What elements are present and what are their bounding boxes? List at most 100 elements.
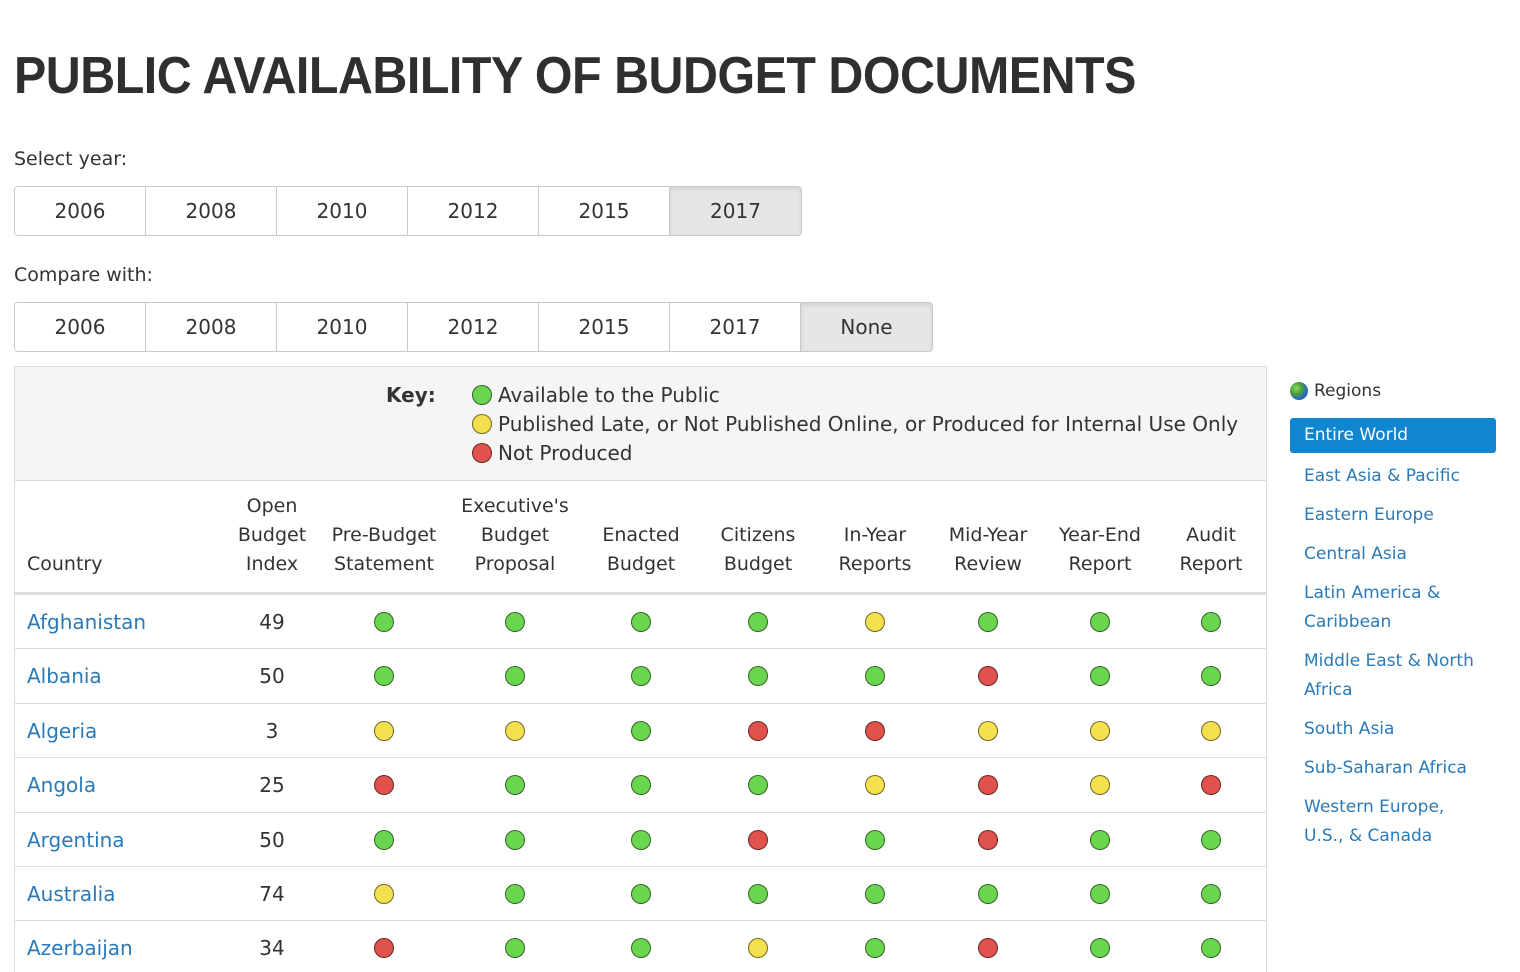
status-dot-red-icon <box>978 775 998 796</box>
page-title: PUBLIC AVAILABILITY OF BUDGET DOCUMENTS <box>14 47 1136 105</box>
status-cell <box>1191 867 1231 921</box>
country-link[interactable]: Angola <box>27 773 97 798</box>
key-label: Key: <box>386 383 436 407</box>
table-row: Algeria 3 <box>15 704 1266 759</box>
status-dot-yellow-icon <box>865 775 885 796</box>
compare-option-2008[interactable]: 2008 <box>146 303 277 351</box>
status-cell <box>364 921 404 972</box>
table-row: Azerbaijan 34 <box>15 921 1266 972</box>
year-option-2010[interactable]: 2010 <box>277 187 408 235</box>
status-cell <box>1080 867 1120 921</box>
status-dot-green-icon <box>748 775 768 796</box>
status-cell <box>621 867 661 921</box>
region-item-entire-world[interactable]: Entire World <box>1290 418 1496 453</box>
open-budget-index-value: 74 <box>259 881 285 906</box>
region-item-latin-america-caribbean[interactable]: Latin America & Caribbean <box>1304 583 1441 632</box>
key-item-label: Available to the Public <box>498 383 720 407</box>
status-cell <box>495 758 535 812</box>
status-cell <box>364 758 404 812</box>
column-header-7: Mid-Year Review <box>948 524 1028 575</box>
status-dot-yellow-icon <box>1090 720 1110 741</box>
region-item-sub-saharan-africa[interactable]: Sub-Saharan Africa <box>1304 758 1467 778</box>
status-dot-green-icon <box>865 666 885 687</box>
status-dot-green-icon <box>374 829 394 850</box>
status-dot-green-icon <box>1090 938 1110 959</box>
status-dot-green-icon <box>978 883 998 904</box>
status-cell <box>1080 813 1120 867</box>
status-cell <box>855 649 895 703</box>
status-dot-red-icon <box>472 443 492 463</box>
compare-option-2006[interactable]: 2006 <box>15 303 146 351</box>
status-dot-red-icon <box>978 938 998 959</box>
table-row: Argentina 50 <box>15 813 1266 867</box>
budget-documents-panel: Key: Available to the Public Published La… <box>14 366 1267 972</box>
country-link[interactable]: Argentina <box>27 827 125 852</box>
status-dot-red-icon <box>374 938 394 959</box>
status-dot-green-icon <box>1090 666 1110 687</box>
status-dot-green-icon <box>1090 883 1110 904</box>
status-cell <box>364 649 404 703</box>
status-cell <box>1191 921 1231 972</box>
compare-option-none[interactable]: None <box>801 303 932 351</box>
compare-option-2017[interactable]: 2017 <box>670 303 801 351</box>
column-header-9: Audit Report <box>1179 524 1243 575</box>
year-option-2017[interactable]: 2017 <box>670 187 801 235</box>
status-cell <box>1191 813 1231 867</box>
table-row: Afghanistan 49 <box>15 595 1266 650</box>
status-cell <box>968 813 1008 867</box>
status-cell <box>738 704 778 758</box>
key-item-yellow: Published Late, or Not Published Online,… <box>472 412 1238 436</box>
status-cell <box>855 595 895 649</box>
status-cell <box>1080 595 1120 649</box>
region-item-middle-east-north-africa[interactable]: Middle East & North Africa <box>1304 651 1474 700</box>
year-option-2015[interactable]: 2015 <box>539 187 670 235</box>
year-option-2008[interactable]: 2008 <box>146 187 277 235</box>
status-dot-yellow-icon <box>865 612 885 632</box>
status-cell <box>495 813 535 867</box>
status-cell <box>738 921 778 972</box>
year-option-2012[interactable]: 2012 <box>408 187 539 235</box>
status-cell <box>738 649 778 703</box>
year-option-2006[interactable]: 2006 <box>15 187 146 235</box>
status-dot-green-icon <box>374 612 394 632</box>
status-cell <box>968 758 1008 812</box>
country-link[interactable]: Afghanistan <box>27 610 147 634</box>
status-cell <box>855 867 895 921</box>
status-dot-green-icon <box>865 938 885 959</box>
status-cell <box>968 595 1008 649</box>
status-cell <box>1191 758 1231 812</box>
country-link[interactable]: Albania <box>27 664 102 689</box>
status-dot-yellow-icon <box>505 720 525 741</box>
status-dot-green-icon <box>631 938 651 959</box>
status-cell <box>364 704 404 758</box>
open-budget-index-value: 50 <box>259 827 285 852</box>
status-dot-green-icon <box>865 883 885 904</box>
key-item-red: Not Produced <box>472 441 633 465</box>
region-item-east-asia-pacific[interactable]: East Asia & Pacific <box>1304 466 1460 486</box>
region-item-central-asia[interactable]: Central Asia <box>1304 544 1407 564</box>
table-body: Afghanistan 49 Albania 50 Algeria 3 Angola 25 Ar… <box>15 595 1266 972</box>
region-item-south-asia[interactable]: South Asia <box>1304 719 1395 739</box>
status-cell <box>364 867 404 921</box>
status-dot-green-icon <box>748 666 768 687</box>
region-list: Entire World East Asia & Pacific Eastern E… <box>1290 418 1496 856</box>
compare-option-2015[interactable]: 2015 <box>539 303 670 351</box>
select-year-label: Select year: <box>14 148 128 170</box>
status-dot-red-icon <box>748 720 768 741</box>
status-dot-green-icon <box>631 829 651 850</box>
status-dot-green-icon <box>505 829 525 850</box>
region-item-western-europe-u-s-canada[interactable]: Western Europe, U.S., & Canada <box>1304 797 1445 846</box>
compare-option-2012[interactable]: 2012 <box>408 303 539 351</box>
region-item-eastern-europe[interactable]: Eastern Europe <box>1304 505 1434 525</box>
compare-option-2010[interactable]: 2010 <box>277 303 408 351</box>
status-cell <box>1080 704 1120 758</box>
open-budget-index-value: 50 <box>259 664 285 689</box>
status-cell <box>495 704 535 758</box>
country-link[interactable]: Azerbaijan <box>27 936 133 961</box>
key-item-green: Available to the Public <box>472 383 720 407</box>
column-header-6: In-Year Reports <box>838 524 912 575</box>
country-link[interactable]: Algeria <box>27 718 98 743</box>
status-cell <box>621 649 661 703</box>
column-header-0: Country <box>27 553 103 575</box>
country-link[interactable]: Australia <box>27 881 116 906</box>
